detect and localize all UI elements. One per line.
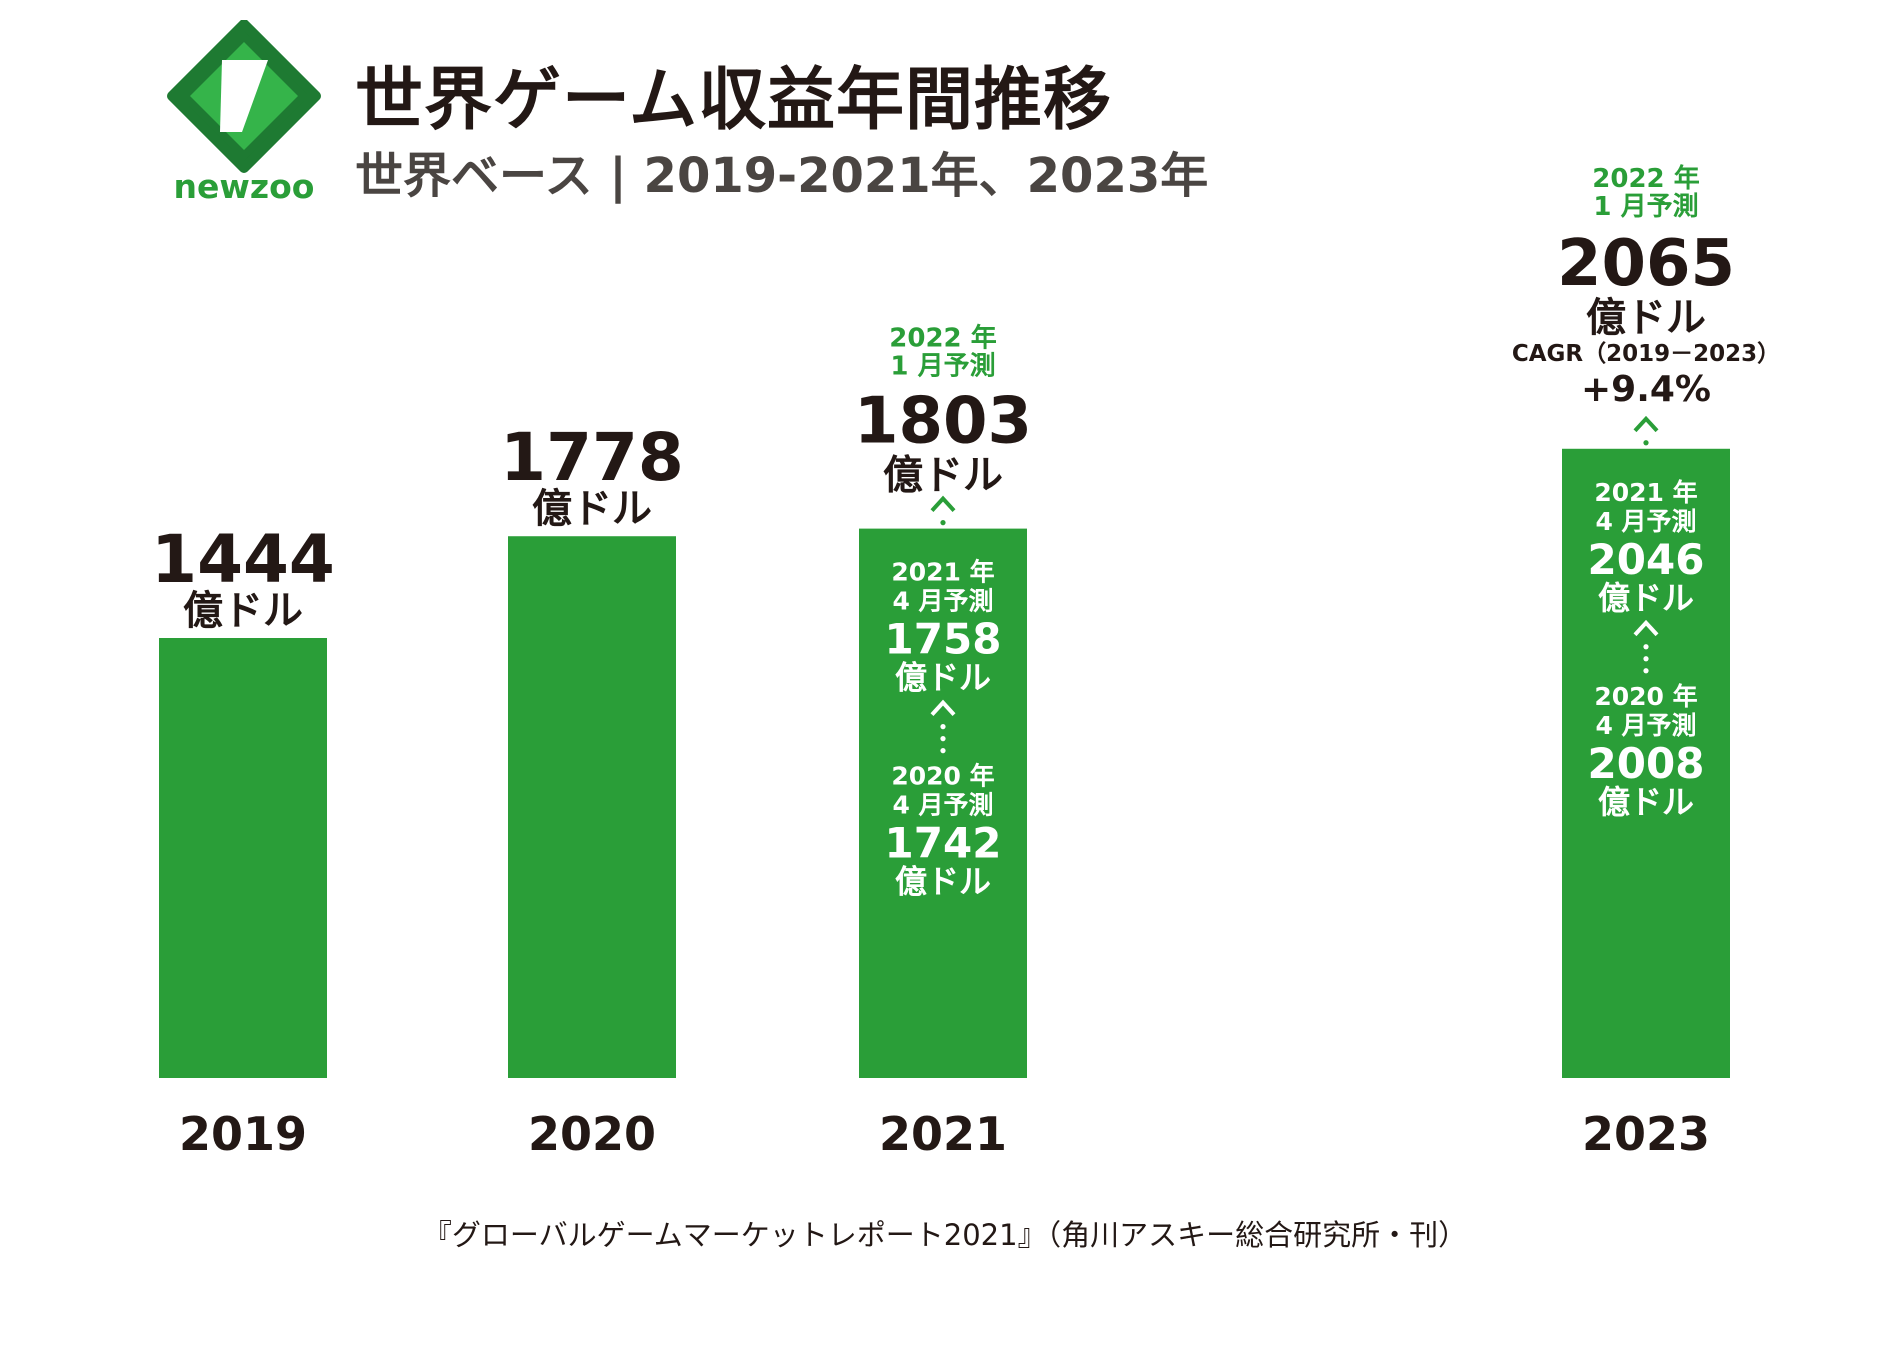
- history-arrow: [930, 699, 956, 754]
- data-label-value: 1778: [500, 419, 684, 496]
- newzoo-logo: newzoo: [167, 20, 321, 205]
- history-label: 4 月予測: [1595, 711, 1696, 740]
- bar-2019: [159, 638, 327, 1078]
- forecast-label: 2022 年: [1592, 163, 1699, 194]
- history-arrow: [1633, 619, 1659, 674]
- x-tick-label: 2023: [1582, 1107, 1710, 1161]
- forecast-label: 1 月予測: [1593, 192, 1698, 222]
- history-value: 1742: [885, 819, 1002, 868]
- history-unit: 億ドル: [895, 659, 991, 697]
- source-note: 『グローバルゲームマーケットレポート2021』（角川アスキー総合研究所・刊）: [422, 1218, 1468, 1252]
- history-label: 2021 年: [1594, 478, 1697, 507]
- forecast-arrow: [930, 495, 956, 526]
- data-label-unit: 億ドル: [883, 453, 1003, 499]
- history-label: 2020 年: [891, 762, 994, 791]
- history-unit: 億ドル: [1598, 783, 1694, 821]
- history-unit: 億ドル: [895, 863, 991, 901]
- bar-2021: [859, 528, 1027, 1078]
- history-value: 2008: [1588, 739, 1705, 788]
- history-value: 2046: [1588, 535, 1705, 584]
- data-label-value: 2065: [1557, 227, 1735, 301]
- x-tick-label: 2019: [179, 1107, 307, 1161]
- history-label: 2021 年: [891, 558, 994, 587]
- forecast-arrow: [1633, 415, 1659, 446]
- history-label: 4 月予測: [892, 791, 993, 820]
- logo-wordmark: newzoo: [174, 167, 315, 205]
- forecast-label: 1 月予測: [890, 352, 995, 382]
- bar-2023: [1562, 448, 1730, 1078]
- history-unit: 億ドル: [1598, 579, 1694, 617]
- history-label: 4 月予測: [1595, 507, 1696, 536]
- history-label: 2020 年: [1594, 682, 1697, 711]
- x-tick-label: 2021: [879, 1107, 1007, 1161]
- page-title: 世界ゲーム収益年間推移: [355, 61, 1112, 140]
- history-value: 1758: [885, 615, 1002, 664]
- x-tick-label: 2020: [528, 1107, 656, 1161]
- data-label-value: 1444: [151, 521, 335, 598]
- data-label-value: 1803: [854, 385, 1032, 459]
- data-label-unit: 億ドル: [1586, 295, 1706, 341]
- forecast-label: 2022 年: [889, 323, 996, 354]
- cagr-value: +9.4%: [1581, 369, 1711, 410]
- data-label-unit: 億ドル: [183, 588, 303, 634]
- page-subtitle: 世界ベース | 2019-2021年、2023年: [355, 148, 1209, 204]
- history-label: 4 月予測: [892, 587, 993, 616]
- data-label-unit: 億ドル: [532, 486, 652, 532]
- bar-2020: [508, 536, 676, 1078]
- cagr-label: CAGR（2019－2023）: [1512, 340, 1780, 367]
